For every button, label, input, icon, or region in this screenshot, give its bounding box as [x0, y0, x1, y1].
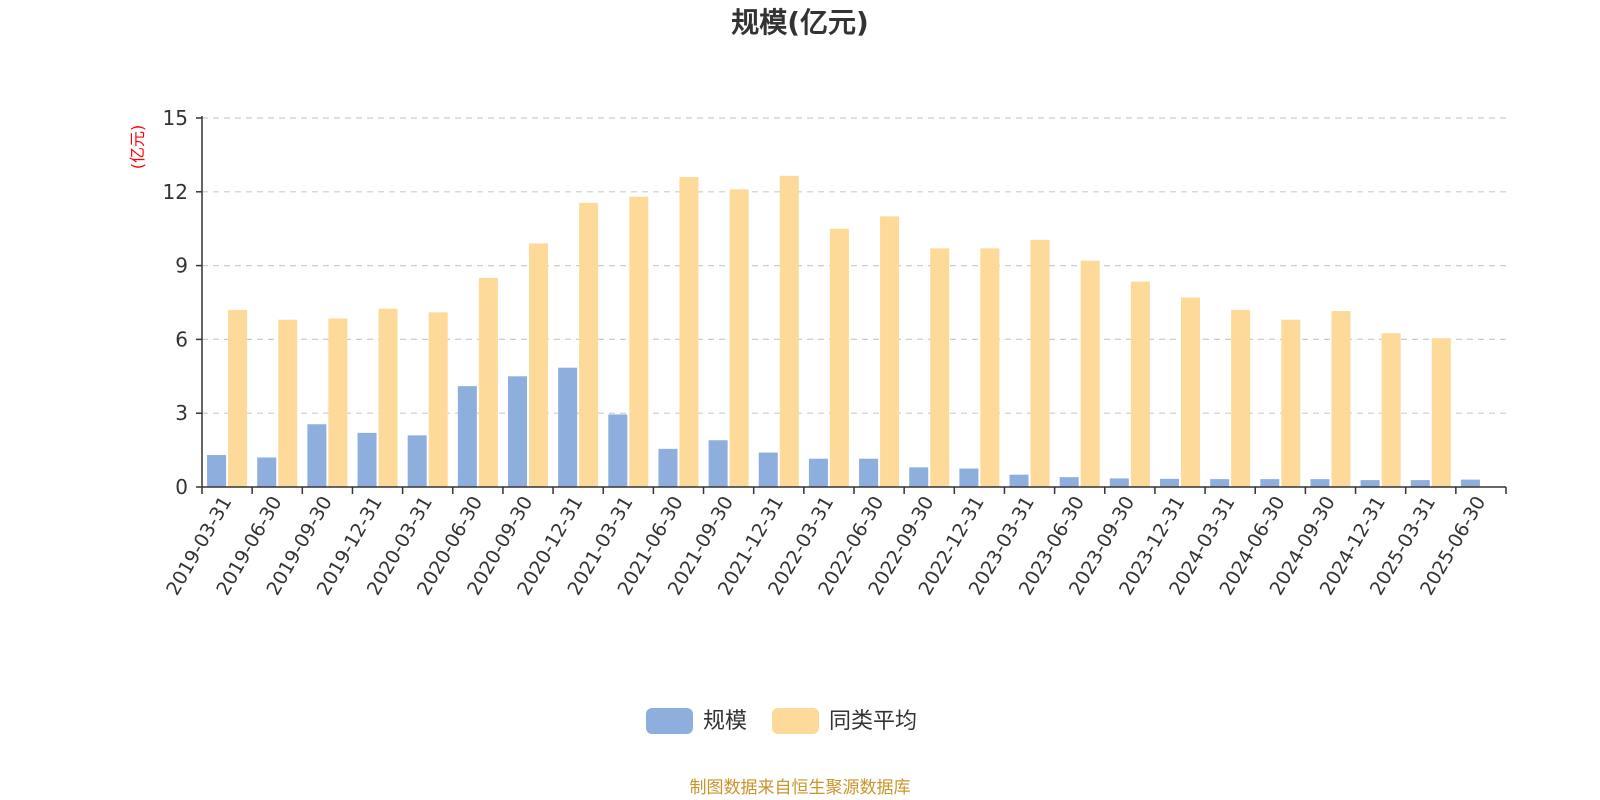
axes — [201, 116, 1506, 488]
y-tick-label: 9 — [175, 254, 188, 278]
bar-scale — [1109, 478, 1129, 487]
bar-scale — [1460, 479, 1480, 487]
bar-scale — [758, 452, 778, 487]
bar-peer-average — [228, 309, 248, 487]
y-tick-label: 6 — [175, 327, 188, 351]
chart-title: 规模(亿元) — [731, 6, 869, 39]
bar-scale — [708, 440, 728, 487]
bar-peer-average — [1431, 338, 1451, 487]
bar-peer-average — [378, 308, 398, 487]
bar-scale — [558, 367, 578, 487]
bar-scale — [1210, 479, 1230, 487]
bar-scale — [1410, 480, 1430, 487]
bar-peer-average — [529, 243, 548, 487]
legend-swatch-scale — [646, 708, 693, 734]
bar-scale — [909, 467, 929, 487]
y-axis-unit-label: (亿元) — [128, 125, 147, 170]
bar-scale — [207, 455, 227, 487]
bar-peer-average — [328, 318, 348, 487]
bar-peer-average — [428, 312, 448, 487]
bar-scale — [457, 386, 477, 487]
bar-peer-average — [278, 319, 298, 487]
bar-scale — [859, 458, 879, 487]
bar-scale — [357, 432, 377, 487]
bar-peer-average — [1130, 281, 1150, 487]
bar-peer-average — [629, 196, 649, 487]
y-tick-label: 15 — [163, 106, 188, 130]
bar-peer-average — [829, 228, 849, 487]
legend-label-peer-average: 同类平均 — [829, 709, 917, 734]
y-axis-ticks: 0 3 6 9 12 15 — [163, 106, 202, 499]
bar-scale — [407, 435, 427, 487]
y-tick-label: 12 — [163, 180, 188, 204]
legend-swatch-peer-average — [772, 708, 819, 734]
bar-peer-average — [980, 248, 1000, 487]
bar-peer-average — [1030, 239, 1050, 487]
bar-scale — [658, 448, 678, 487]
bar-peer-average — [1231, 309, 1251, 487]
bar-peer-average — [679, 177, 699, 488]
bar-scale — [608, 414, 628, 487]
bar-peer-average — [1281, 319, 1301, 487]
bars — [207, 175, 1480, 488]
bar-peer-average — [1181, 297, 1200, 487]
bar-peer-average — [1331, 311, 1351, 487]
bar-scale — [1310, 479, 1330, 487]
bar-peer-average — [1080, 260, 1100, 487]
bar-scale — [508, 376, 527, 487]
gridlines — [202, 117, 1506, 414]
legend: 规模 同类平均 — [646, 708, 917, 734]
bar-peer-average — [1381, 333, 1401, 487]
legend-label-scale: 规模 — [703, 709, 747, 734]
bar-scale — [1360, 480, 1380, 487]
bar-scale — [1059, 477, 1079, 487]
y-tick-label: 3 — [175, 401, 188, 425]
bar-peer-average — [478, 277, 498, 487]
bar-peer-average — [579, 202, 599, 487]
bar-peer-average — [880, 216, 900, 487]
bar-peer-average — [779, 175, 799, 487]
x-axis-ticks: 2019-03-312019-06-302019-09-302019-12-31… — [162, 487, 1507, 599]
bar-scale — [1160, 478, 1179, 487]
bar-scale — [808, 458, 828, 487]
bar-scale — [959, 468, 979, 487]
y-tick-label: 0 — [175, 475, 188, 499]
bar-scale — [257, 457, 277, 487]
bar-scale — [307, 424, 327, 487]
bar-scale — [1009, 474, 1029, 487]
bar-peer-average — [729, 189, 749, 487]
bar-scale — [1260, 479, 1280, 487]
bar-peer-average — [930, 248, 950, 487]
source-note: 制图数据来自恒生聚源数据库 — [690, 778, 911, 798]
